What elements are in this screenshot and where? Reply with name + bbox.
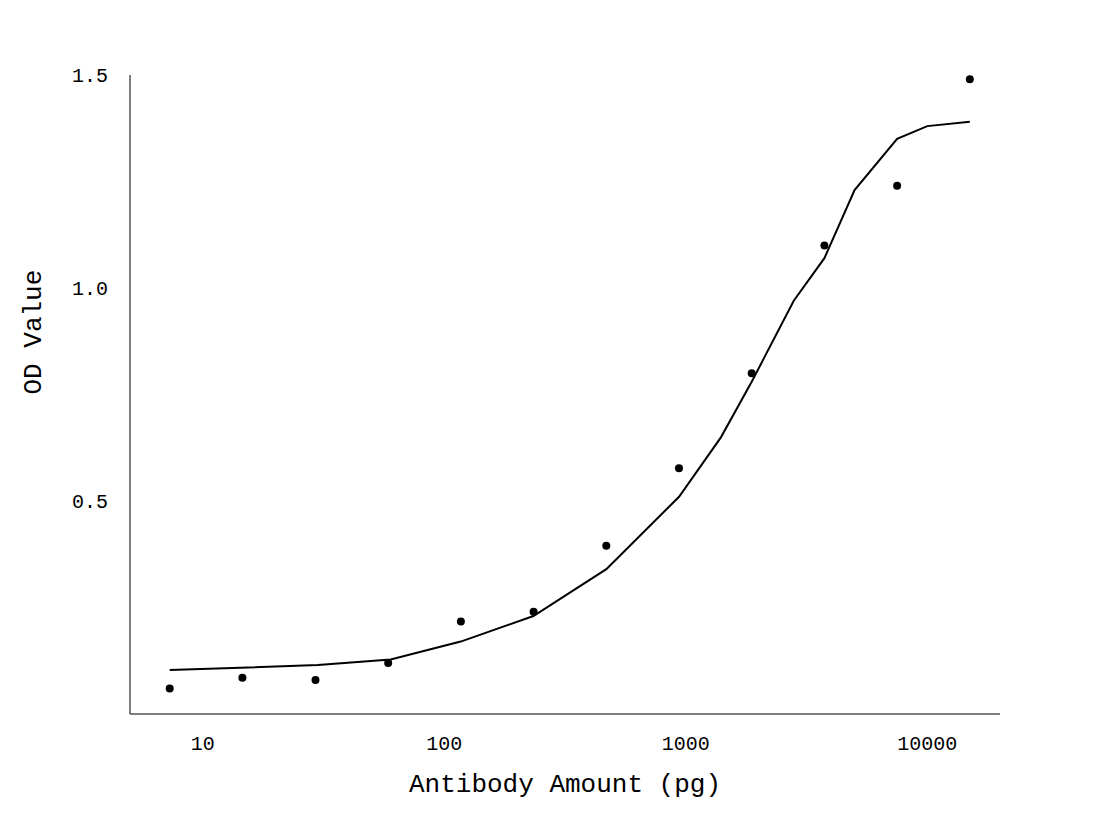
svg-text:Antibody Amount (pg): Antibody Amount (pg) [409,770,721,800]
svg-text:0.5: 0.5 [72,491,108,514]
svg-text:10000: 10000 [897,733,957,756]
svg-text:10: 10 [191,733,215,756]
svg-text:1.0: 1.0 [72,278,108,301]
svg-text:1.5: 1.5 [72,65,108,88]
svg-text:1000: 1000 [662,733,710,756]
svg-text:OD Value: OD Value [19,270,49,395]
svg-text:100: 100 [426,733,462,756]
